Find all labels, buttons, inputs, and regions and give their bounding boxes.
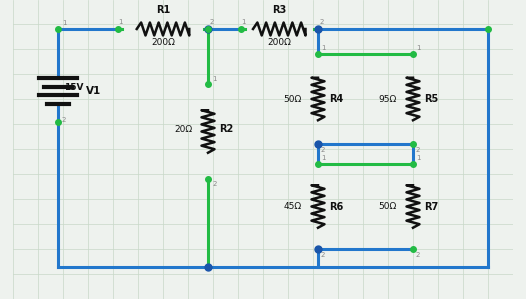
Text: R5: R5	[424, 94, 438, 104]
Text: 1: 1	[118, 19, 123, 25]
Text: 1: 1	[416, 155, 420, 161]
Text: 1: 1	[416, 45, 420, 51]
Text: 1: 1	[321, 155, 325, 161]
Text: 1: 1	[241, 19, 245, 25]
Text: 45Ω: 45Ω	[284, 202, 302, 211]
Text: V1: V1	[86, 86, 101, 97]
Text: 15V: 15V	[64, 83, 84, 92]
Text: 2: 2	[416, 252, 420, 258]
Text: R1: R1	[156, 5, 170, 15]
Text: 2: 2	[320, 19, 324, 25]
Text: R6: R6	[329, 202, 343, 211]
Text: R3: R3	[272, 5, 286, 15]
Text: 20Ω: 20Ω	[174, 124, 192, 133]
Text: R7: R7	[424, 202, 438, 211]
Text: 2: 2	[62, 117, 66, 123]
Text: 1: 1	[62, 20, 66, 26]
Text: 2: 2	[321, 252, 325, 258]
Text: 2: 2	[416, 147, 420, 153]
Text: 50Ω: 50Ω	[284, 94, 302, 103]
Text: 200Ω: 200Ω	[267, 38, 291, 47]
Text: R2: R2	[219, 124, 233, 134]
Text: 1: 1	[213, 76, 217, 82]
Text: 50Ω: 50Ω	[379, 202, 397, 211]
Text: 200Ω: 200Ω	[151, 38, 175, 47]
Text: 95Ω: 95Ω	[379, 94, 397, 103]
Text: 2: 2	[321, 147, 325, 153]
Text: 1: 1	[321, 45, 325, 51]
Text: 2: 2	[210, 19, 214, 25]
Text: 2: 2	[213, 181, 217, 187]
Text: R4: R4	[329, 94, 343, 104]
